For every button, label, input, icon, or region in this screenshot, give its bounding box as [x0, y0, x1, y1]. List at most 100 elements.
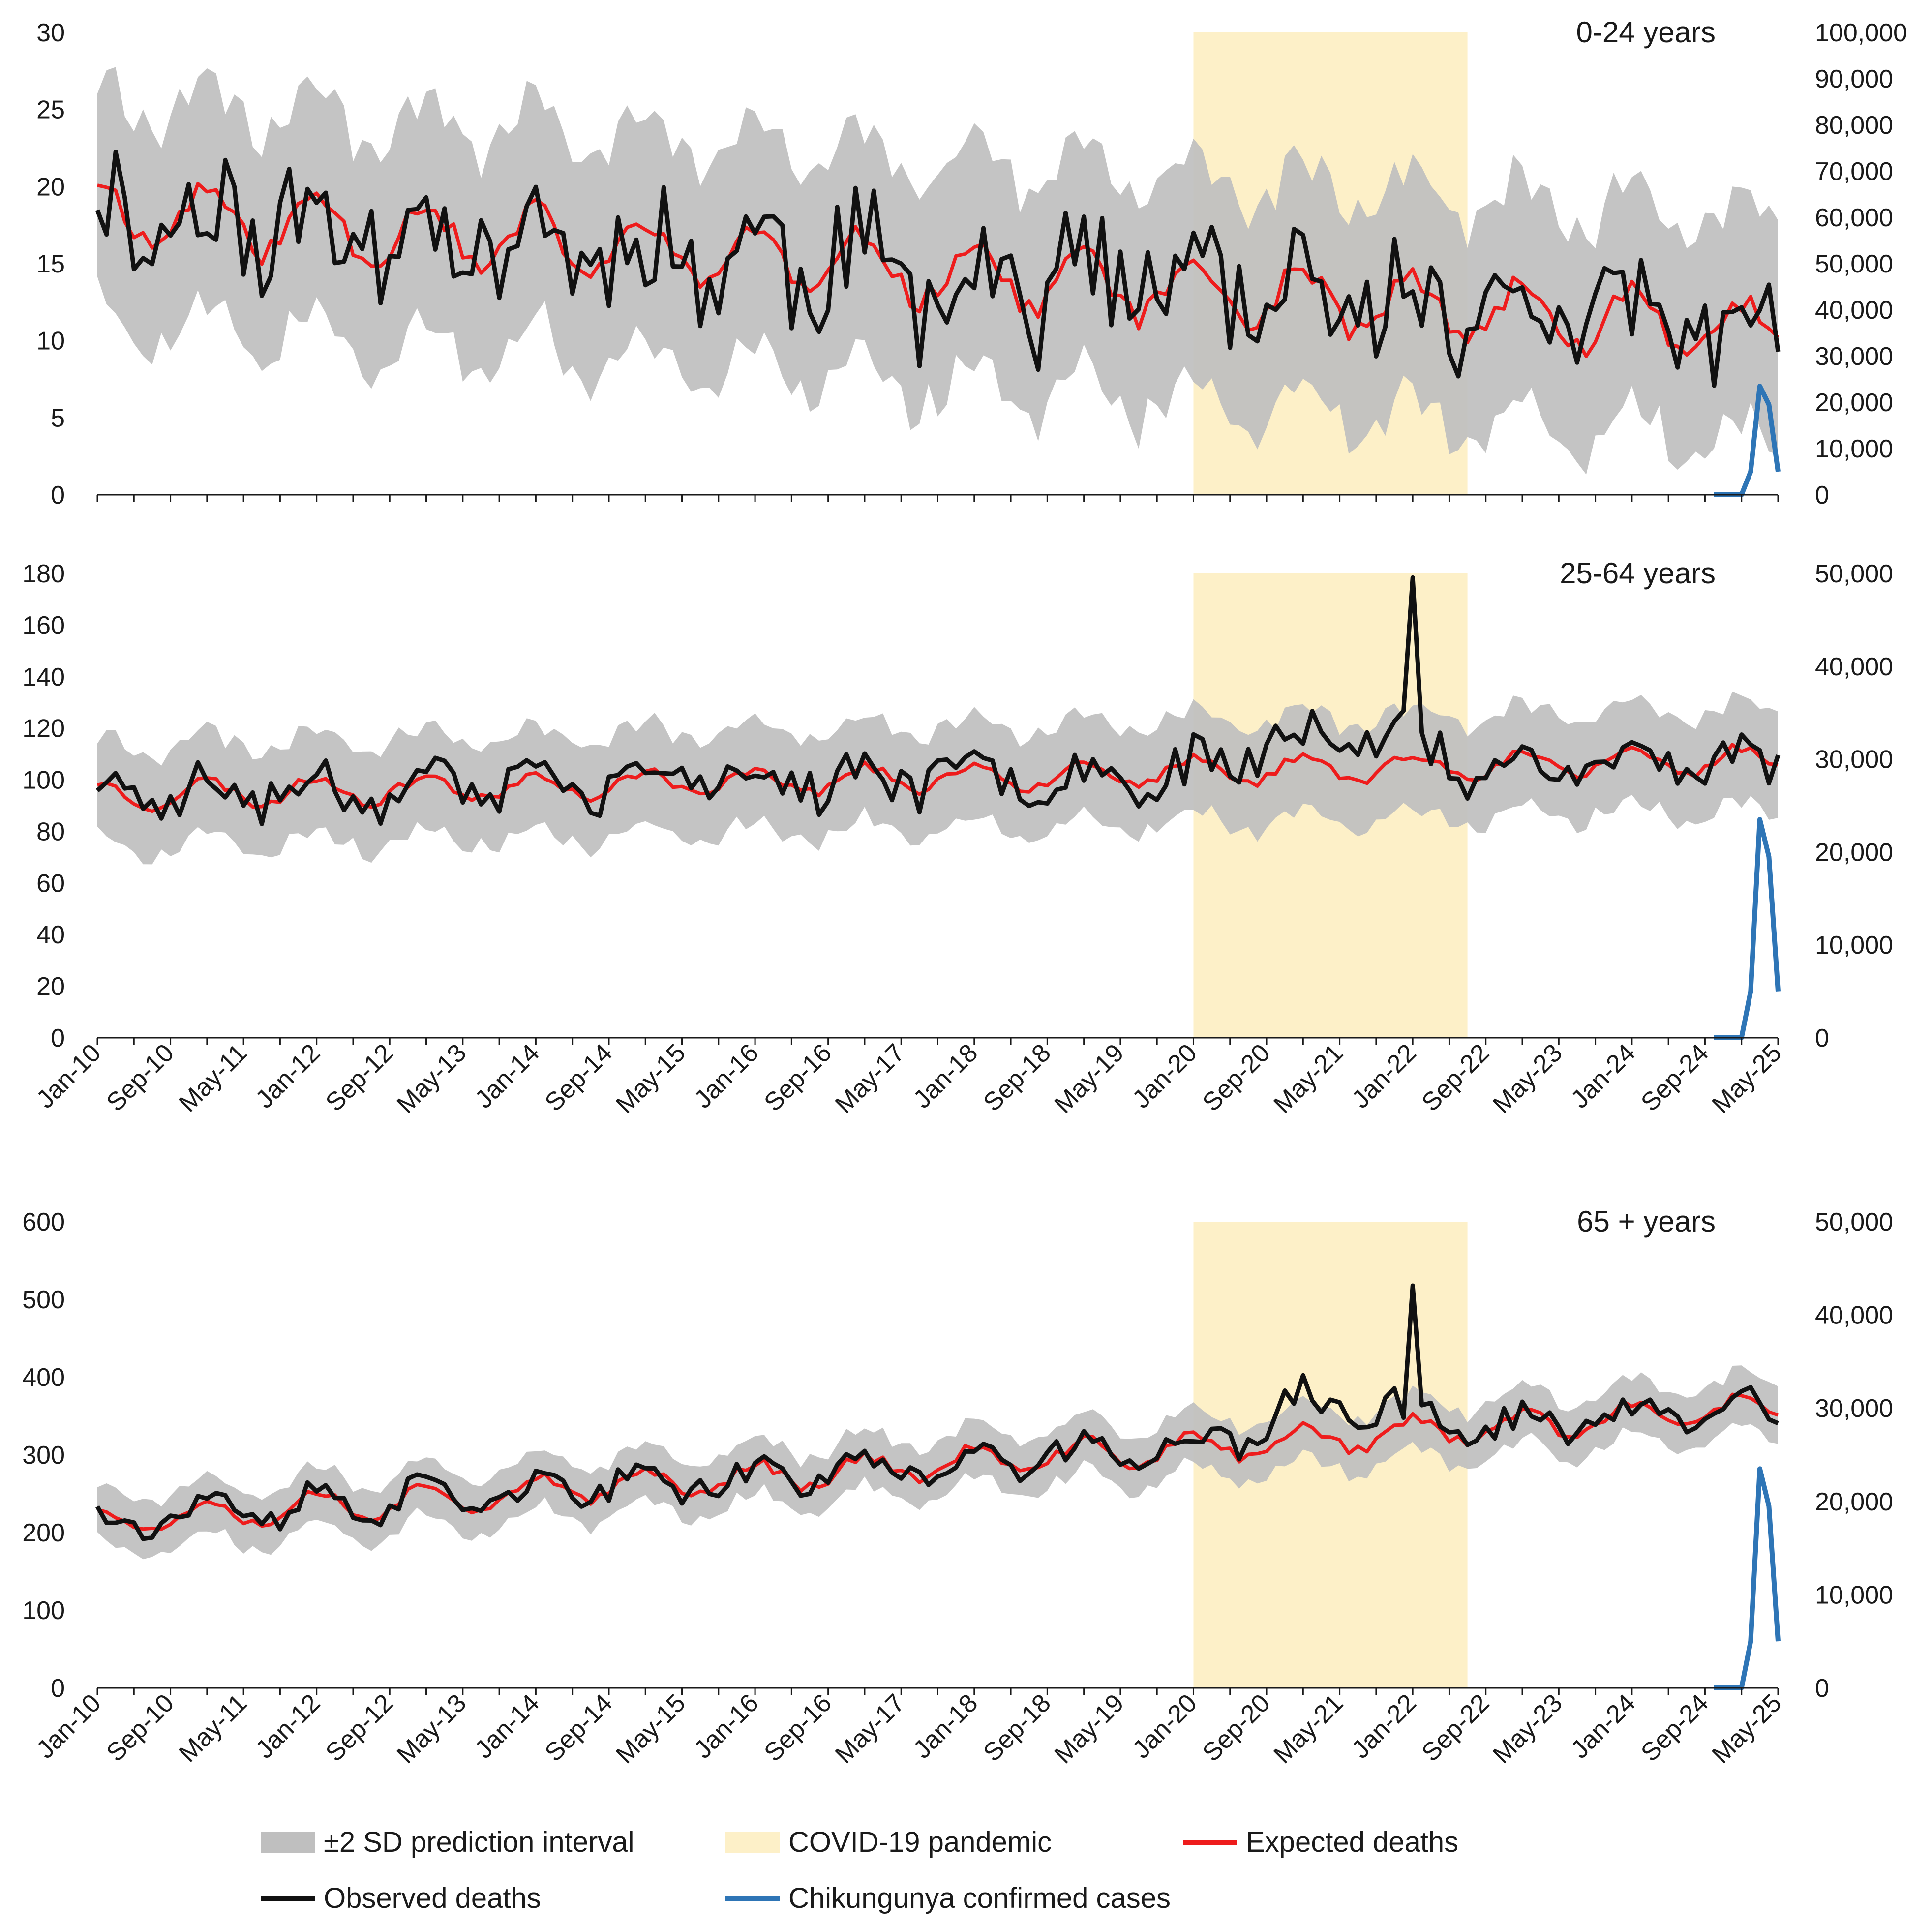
legend-covid: COVID-19 pandemic: [725, 1826, 1052, 1859]
mortality-charts: 051015202530010,00020,00030,00040,00050,…: [22, 16, 1907, 1769]
panel-1: 0 5 10 15 20 25 30 0 10,000 20,000 30,000 40,000 50,…: [36, 16, 1907, 510]
x-tick-label: Sep-22: [1417, 1688, 1495, 1767]
x-tick-label: Jan-12: [250, 1688, 326, 1764]
y-right-tick-label: 10,000: [1815, 931, 1893, 960]
y-right-tick-label: 60,000: [1815, 204, 1893, 232]
x-tick-label: May-15: [610, 1688, 691, 1769]
x-tick-label: Jan-14: [469, 1688, 544, 1764]
y-left-tick-label: 120: [22, 715, 65, 743]
y-right-tick-label: 40,000: [1815, 653, 1893, 681]
legend-chikungunya: Chikungunya confirmed cases: [725, 1882, 1171, 1915]
x-tick-label: May-19: [1049, 1688, 1130, 1769]
x-tick-label: Sep-16: [759, 1038, 838, 1117]
y-right-tick-label: 20,000: [1815, 838, 1893, 867]
y-right-tick-label: 80,000: [1815, 111, 1893, 140]
x-tick-label: Sep-18: [978, 1038, 1057, 1117]
y-right-tick-label: 70,000: [1815, 157, 1893, 186]
y-right-tick-label: 10,000: [1815, 1581, 1893, 1609]
legend-swatch-expected: [1183, 1839, 1237, 1845]
y-left-tick-label: 15: [36, 250, 65, 278]
y-left-tick-label: 500: [22, 1286, 65, 1314]
y-left-tick-label: 600: [22, 1208, 65, 1236]
x-tick-label: May-25: [1707, 1038, 1787, 1119]
x-tick-label: May-19: [1049, 1038, 1130, 1119]
y-right-tick-label: 100,000: [1815, 19, 1907, 47]
x-tick-label: Jan-12: [250, 1038, 326, 1113]
legend-prediction-interval: ±2 SD prediction interval: [261, 1826, 634, 1859]
y-right-tick-label: 20,000: [1815, 389, 1893, 417]
y-left-tick-label: 100: [22, 1596, 65, 1625]
x-tick-label: Sep-20: [1197, 1688, 1276, 1767]
x-tick-label: Jan-22: [1346, 1688, 1421, 1764]
legend-label-chikungunya: Chikungunya confirmed cases: [788, 1882, 1171, 1914]
y-left-tick-label: 0: [51, 1674, 65, 1703]
x-tick-label: May-13: [392, 1038, 472, 1119]
x-tick-label: Jan-10: [31, 1688, 106, 1764]
y-left-tick-label: 20: [36, 173, 65, 201]
y-left-tick-label: 20: [36, 972, 65, 1001]
x-tick-label: Jan-14: [469, 1038, 544, 1113]
x-tick-label: May-21: [1268, 1688, 1349, 1769]
y-right-tick-label: 20,000: [1815, 1488, 1893, 1516]
chikungunya-cases-line: [1714, 817, 1781, 1040]
legend-swatch-observed: [261, 1895, 315, 1901]
observed-deaths-line: [95, 150, 1781, 388]
x-tick-label: Sep-12: [320, 1688, 399, 1767]
y-left-tick-label: 80: [36, 817, 65, 846]
x-tick-label: Jan-20: [1127, 1688, 1203, 1764]
y-left-tick-label: 0: [51, 1024, 65, 1053]
panel-title: 0-24 years: [1576, 16, 1716, 49]
y-right-tick-label: 30,000: [1815, 342, 1893, 371]
y-right-tick-label: 30,000: [1815, 746, 1893, 774]
legend-label-covid: COVID-19 pandemic: [788, 1826, 1052, 1858]
observed-deaths-line: [96, 575, 1781, 826]
legend-swatch-interval: [261, 1831, 315, 1853]
y-left-tick-label: 5: [51, 404, 65, 432]
x-tick-label: May-17: [830, 1688, 910, 1769]
x-tick-label: Sep-10: [101, 1038, 180, 1117]
legend-observed: Observed deaths: [261, 1882, 541, 1915]
panel-2: Jan-10Sep-10May-11Jan-12Sep-12May-13Jan-…: [22, 557, 1893, 1119]
chikungunya-cases-line: [1714, 1466, 1781, 1690]
y-right-tick-label: 50,000: [1815, 560, 1893, 588]
x-tick-label: May-11: [174, 1038, 253, 1117]
x-tick-label: May-15: [610, 1038, 691, 1119]
y-right-tick-label: 50,000: [1815, 1208, 1893, 1236]
prediction-interval-band: [97, 1365, 1778, 1560]
y-left-tick-label: 30: [36, 19, 65, 47]
x-tick-label: Sep-24: [1635, 1688, 1714, 1767]
x-tick-label: Sep-18: [978, 1688, 1057, 1767]
x-tick-label: Jan-24: [1566, 1688, 1641, 1764]
x-tick-label: Jan-10: [31, 1038, 106, 1113]
y-right-tick-label: 0: [1815, 481, 1829, 510]
y-left-tick-label: 300: [22, 1441, 65, 1470]
x-tick-label: Jan-20: [1127, 1038, 1203, 1113]
legend-expected: Expected deaths: [1183, 1826, 1458, 1859]
y-left-tick-label: 10: [36, 327, 65, 356]
y-left-tick-label: 40: [36, 921, 65, 949]
legend-label-observed: Observed deaths: [324, 1882, 541, 1914]
y-left-tick-label: 100: [22, 766, 65, 795]
x-tick-label: Sep-14: [540, 1038, 618, 1117]
x-tick-label: Jan-24: [1566, 1038, 1641, 1113]
y-left-tick-label: 180: [22, 560, 65, 588]
y-left-tick-label: 160: [22, 611, 65, 640]
x-tick-label: Jan-16: [689, 1038, 764, 1113]
legend-swatch-covid: [725, 1831, 780, 1853]
x-tick-label: May-21: [1268, 1038, 1349, 1119]
y-left-tick-label: 60: [36, 869, 65, 898]
x-tick-label: May-25: [1707, 1688, 1787, 1769]
x-tick-label: Jan-18: [908, 1038, 983, 1113]
y-left-tick-label: 400: [22, 1363, 65, 1392]
observed-deaths-line: [95, 1283, 1779, 1541]
panel-3: Jan-10Sep-10May-11Jan-12Sep-12May-13Jan-…: [22, 1205, 1893, 1769]
y-right-tick-label: 10,000: [1815, 435, 1893, 463]
legend-label-expected: Expected deaths: [1246, 1826, 1459, 1858]
x-tick-label: May-17: [830, 1038, 910, 1119]
y-right-tick-label: 40,000: [1815, 1301, 1893, 1330]
x-tick-label: Jan-18: [908, 1688, 983, 1764]
legend-label-interval: ±2 SD prediction interval: [324, 1826, 634, 1858]
x-tick-label: Jan-22: [1346, 1038, 1421, 1113]
y-right-tick-label: 0: [1815, 1674, 1829, 1703]
